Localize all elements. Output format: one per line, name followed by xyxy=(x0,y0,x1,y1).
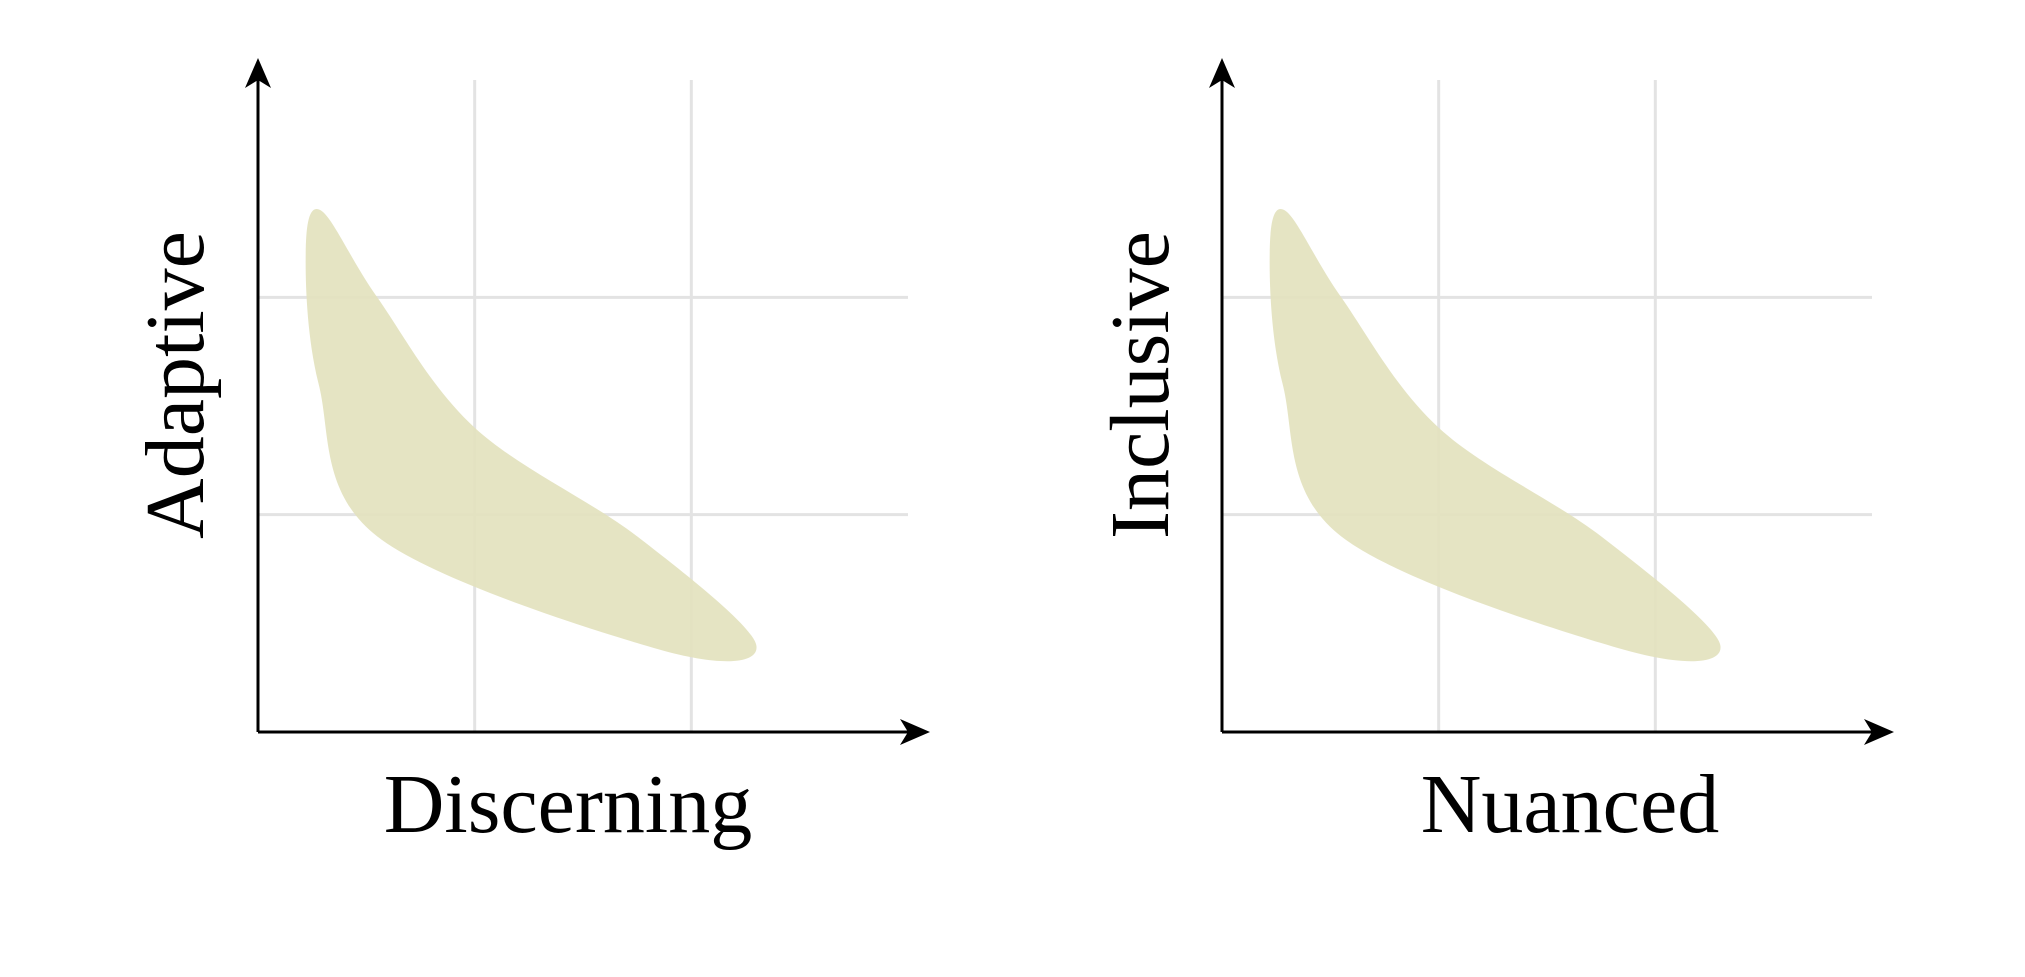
data-region xyxy=(1269,209,1721,662)
axes xyxy=(245,58,930,745)
y-axis-arrow xyxy=(245,58,271,88)
region-layer xyxy=(1269,209,1721,662)
x-axis-label: Nuanced xyxy=(1421,758,1720,851)
data-region xyxy=(305,209,757,662)
x-axis-arrow xyxy=(900,719,930,745)
chart-panel-discerning-adaptive: Discerning Adaptive xyxy=(129,58,930,851)
chart-panel-nuanced-inclusive: Nuanced Inclusive xyxy=(1094,58,1894,851)
y-axis-label: Inclusive xyxy=(1094,231,1187,539)
region-layer xyxy=(305,209,757,662)
x-axis-arrow xyxy=(1864,719,1894,745)
axes xyxy=(1209,58,1894,745)
x-axis-label: Discerning xyxy=(384,758,753,851)
y-axis-label: Adaptive xyxy=(129,231,222,539)
y-axis-arrow xyxy=(1209,58,1235,88)
